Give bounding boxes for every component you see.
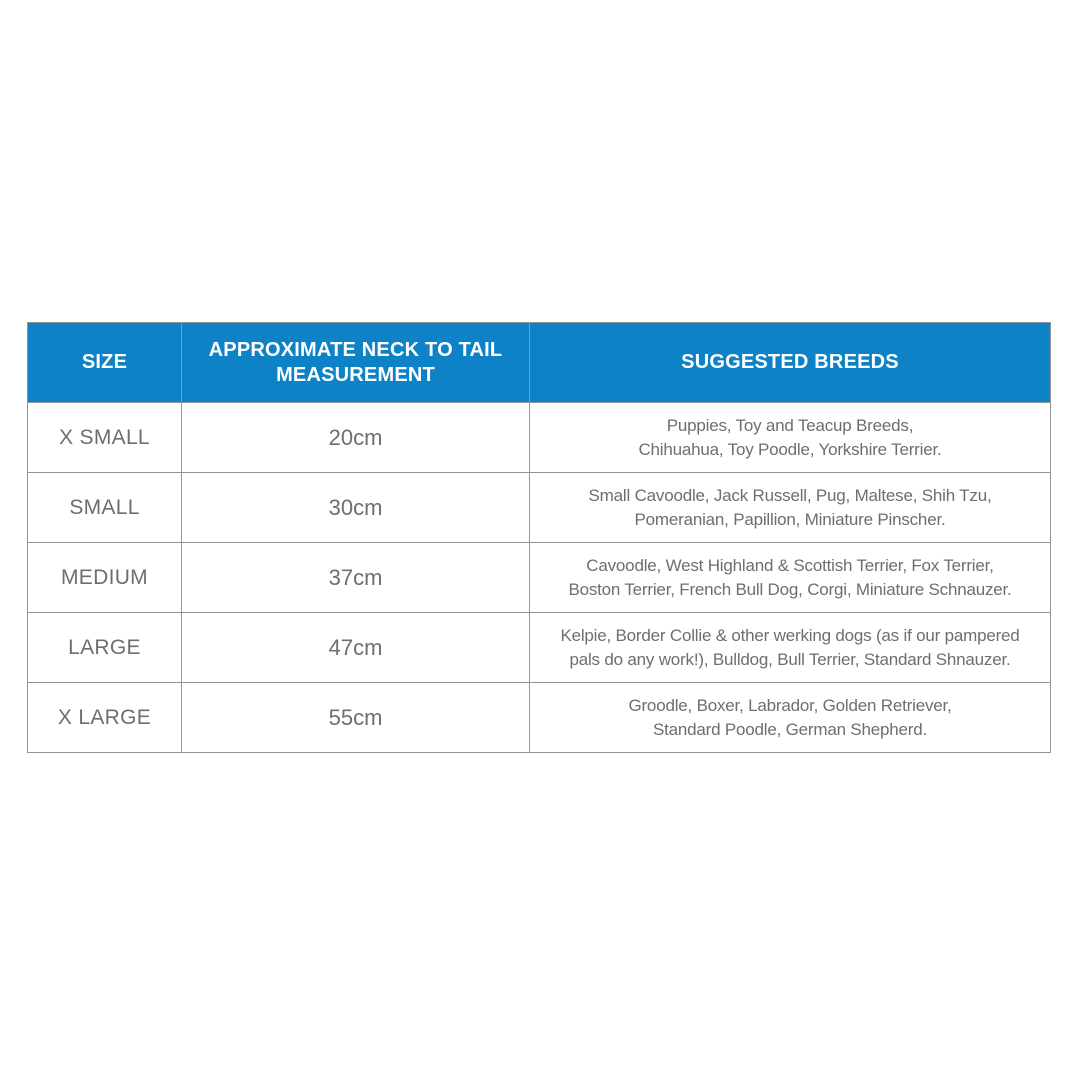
table-row-xsmall: X SMALL 20cm Puppies, Toy and Teacup Bre… bbox=[27, 402, 1051, 473]
col-header-size: SIZE bbox=[27, 322, 182, 403]
size-cell: X LARGE bbox=[27, 682, 182, 753]
table-row-small: SMALL 30cm Small Cavoodle, Jack Russell,… bbox=[27, 472, 1051, 543]
breeds-cell: Cavoodle, West Highland & Scottish Terri… bbox=[529, 542, 1051, 613]
size-cell: X SMALL bbox=[27, 402, 182, 473]
breeds-cell: Puppies, Toy and Teacup Breeds, Chihuahu… bbox=[529, 402, 1051, 473]
size-cell: LARGE bbox=[27, 612, 182, 683]
size-chart-table: SIZE APPROXIMATE NECK TO TAIL MEASUREMEN… bbox=[27, 322, 1051, 753]
table-row-large: LARGE 47cm Kelpie, Border Collie & other… bbox=[27, 612, 1051, 683]
table-row-xlarge: X LARGE 55cm Groodle, Boxer, Labrador, G… bbox=[27, 682, 1051, 753]
size-cell: MEDIUM bbox=[27, 542, 182, 613]
col-header-breeds: SUGGESTED BREEDS bbox=[529, 322, 1051, 403]
measurement-cell: 30cm bbox=[181, 472, 530, 543]
measurement-cell: 55cm bbox=[181, 682, 530, 753]
breeds-cell: Kelpie, Border Collie & other werking do… bbox=[529, 612, 1051, 683]
header-row: SIZE APPROXIMATE NECK TO TAIL MEASUREMEN… bbox=[27, 322, 1051, 403]
breeds-cell: Groodle, Boxer, Labrador, Golden Retriev… bbox=[529, 682, 1051, 753]
breeds-cell: Small Cavoodle, Jack Russell, Pug, Malte… bbox=[529, 472, 1051, 543]
measurement-cell: 37cm bbox=[181, 542, 530, 613]
table-row-medium: MEDIUM 37cm Cavoodle, West Highland & Sc… bbox=[27, 542, 1051, 613]
col-header-measurement: APPROXIMATE NECK TO TAIL MEASUREMENT bbox=[181, 322, 530, 403]
measurement-cell: 20cm bbox=[181, 402, 530, 473]
size-cell: SMALL bbox=[27, 472, 182, 543]
measurement-cell: 47cm bbox=[181, 612, 530, 683]
